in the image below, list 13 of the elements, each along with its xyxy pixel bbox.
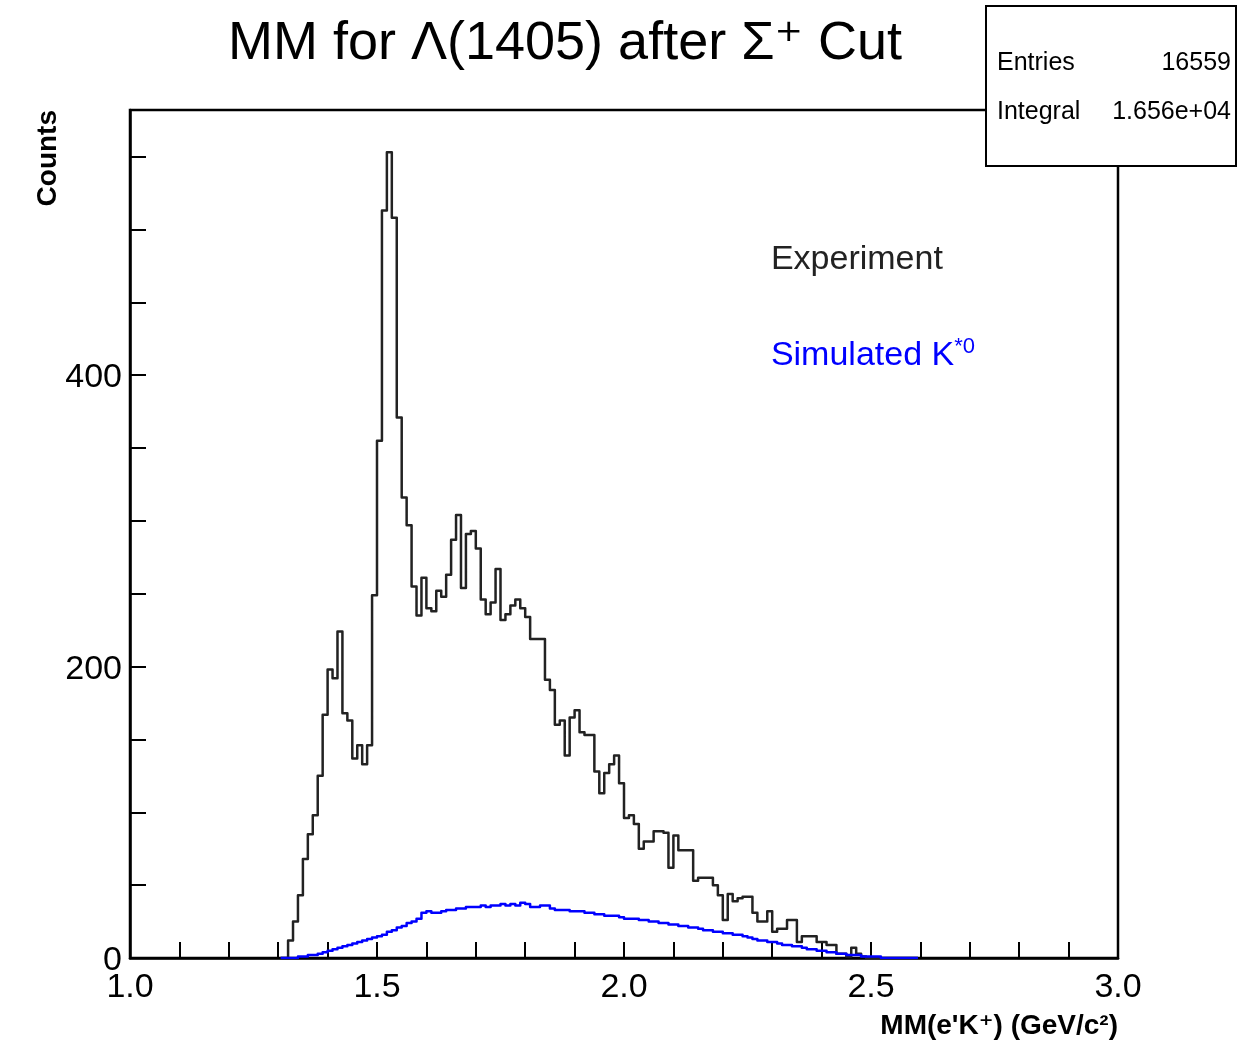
x-axis-title: MM(e'K⁺) (GeV/c²) bbox=[880, 1008, 1118, 1040]
stats-box: Entries 16559 Integral 1.656e+04 bbox=[985, 5, 1237, 167]
x-tick-label: 2.0 bbox=[600, 966, 648, 1004]
y-tick-label: 200 bbox=[65, 647, 122, 686]
y-tick-label: 400 bbox=[65, 356, 122, 395]
chart-title: MM for Λ(1405) after Σ⁺ Cut bbox=[227, 10, 903, 70]
x-tick-label: 2.5 bbox=[847, 966, 895, 1004]
text: Experiment bbox=[770, 238, 944, 276]
annotation: Integral bbox=[997, 96, 1081, 125]
x-tick-label: 3.0 bbox=[1094, 966, 1142, 1004]
annotation: 1.656e+04 bbox=[1112, 96, 1231, 125]
x-tick-label: 1.5 bbox=[353, 966, 401, 1004]
y-axis-title: Counts bbox=[30, 110, 62, 207]
